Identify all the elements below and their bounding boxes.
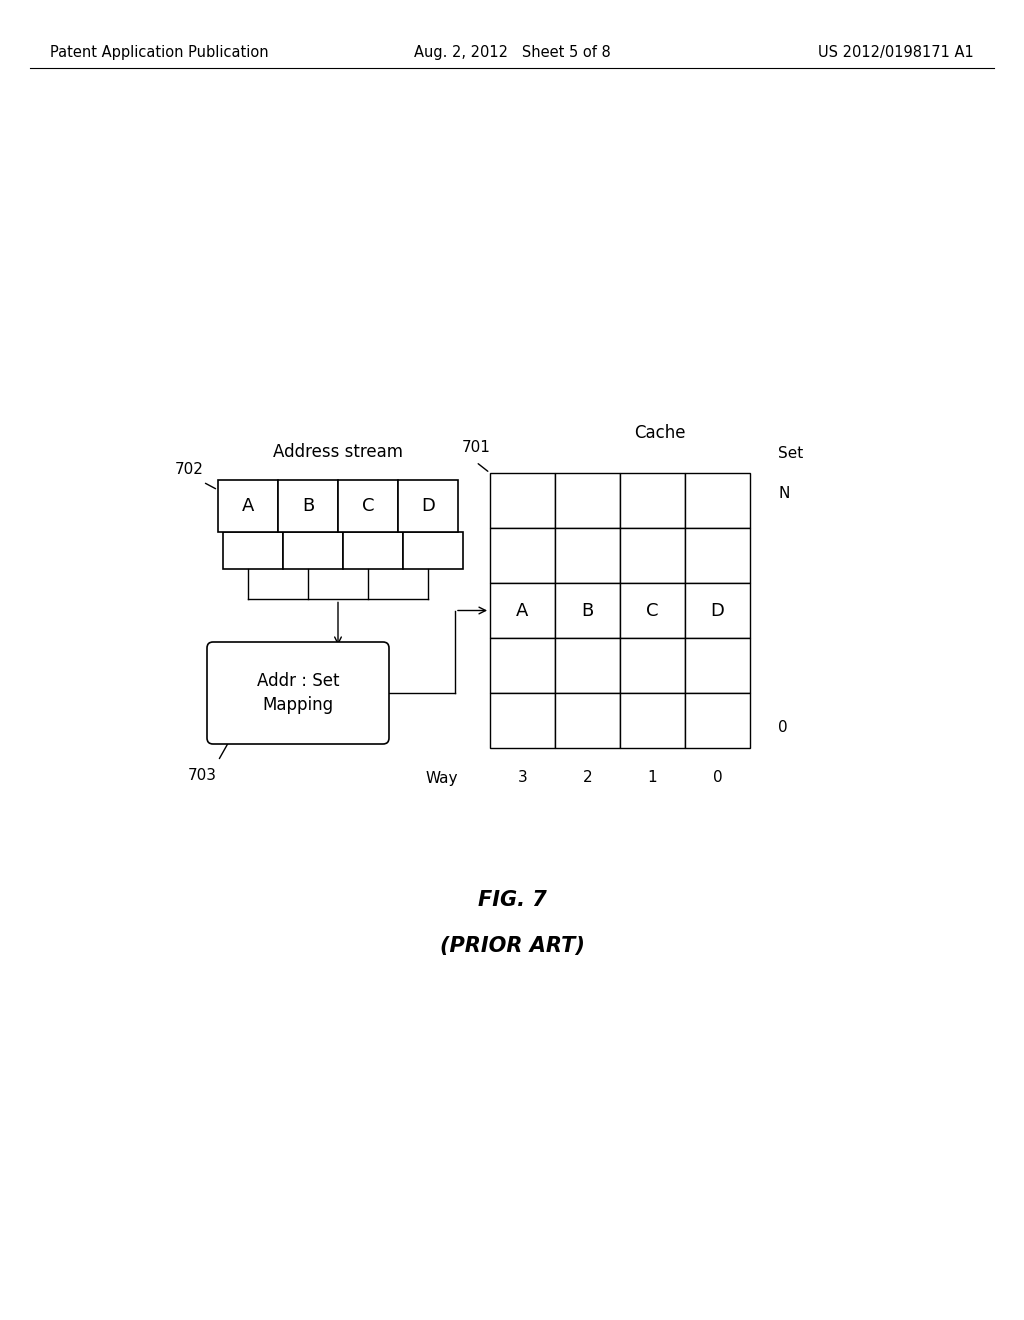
Bar	[490, 693, 555, 748]
Bar	[403, 532, 463, 569]
Text: Way: Way	[426, 771, 459, 785]
Bar	[223, 532, 283, 569]
Bar	[685, 693, 750, 748]
Bar	[555, 528, 620, 583]
Text: Cache: Cache	[634, 424, 686, 442]
Text: 0: 0	[778, 721, 787, 735]
Text: C: C	[361, 498, 374, 515]
Bar	[555, 473, 620, 528]
Text: 0: 0	[713, 771, 722, 785]
Bar	[685, 473, 750, 528]
Bar	[555, 583, 620, 638]
Text: A: A	[516, 602, 528, 619]
Bar	[620, 473, 685, 528]
Bar	[490, 528, 555, 583]
Bar	[490, 638, 555, 693]
Text: 1: 1	[648, 771, 657, 785]
Text: Aug. 2, 2012   Sheet 5 of 8: Aug. 2, 2012 Sheet 5 of 8	[414, 45, 610, 59]
Bar	[685, 528, 750, 583]
Text: D: D	[711, 602, 724, 619]
Bar	[555, 693, 620, 748]
Text: 3: 3	[517, 771, 527, 785]
Text: N: N	[778, 486, 790, 500]
Bar	[620, 528, 685, 583]
Text: A: A	[242, 498, 254, 515]
Text: Patent Application Publication: Patent Application Publication	[50, 45, 268, 59]
Bar	[620, 583, 685, 638]
Bar	[490, 473, 555, 528]
Text: US 2012/0198171 A1: US 2012/0198171 A1	[818, 45, 974, 59]
Text: C: C	[646, 602, 658, 619]
Text: 701: 701	[462, 441, 490, 455]
Bar	[283, 532, 343, 569]
Text: Addr : Set
Mapping: Addr : Set Mapping	[257, 672, 339, 714]
Text: Set: Set	[778, 446, 803, 461]
Bar	[490, 583, 555, 638]
Bar	[278, 480, 338, 532]
Bar	[338, 480, 398, 532]
Text: B: B	[582, 602, 594, 619]
Text: FIG. 7: FIG. 7	[477, 890, 547, 909]
Text: 703: 703	[188, 767, 217, 783]
Text: B: B	[302, 498, 314, 515]
Text: 702: 702	[175, 462, 204, 478]
Text: D: D	[421, 498, 435, 515]
Text: 2: 2	[583, 771, 592, 785]
FancyBboxPatch shape	[207, 642, 389, 744]
Bar	[218, 480, 278, 532]
Bar	[685, 638, 750, 693]
Bar	[685, 583, 750, 638]
Text: Address stream: Address stream	[273, 444, 403, 461]
Text: (PRIOR ART): (PRIOR ART)	[439, 936, 585, 956]
Bar	[398, 480, 458, 532]
Bar	[620, 693, 685, 748]
Bar	[555, 638, 620, 693]
Bar	[620, 638, 685, 693]
Bar	[343, 532, 403, 569]
